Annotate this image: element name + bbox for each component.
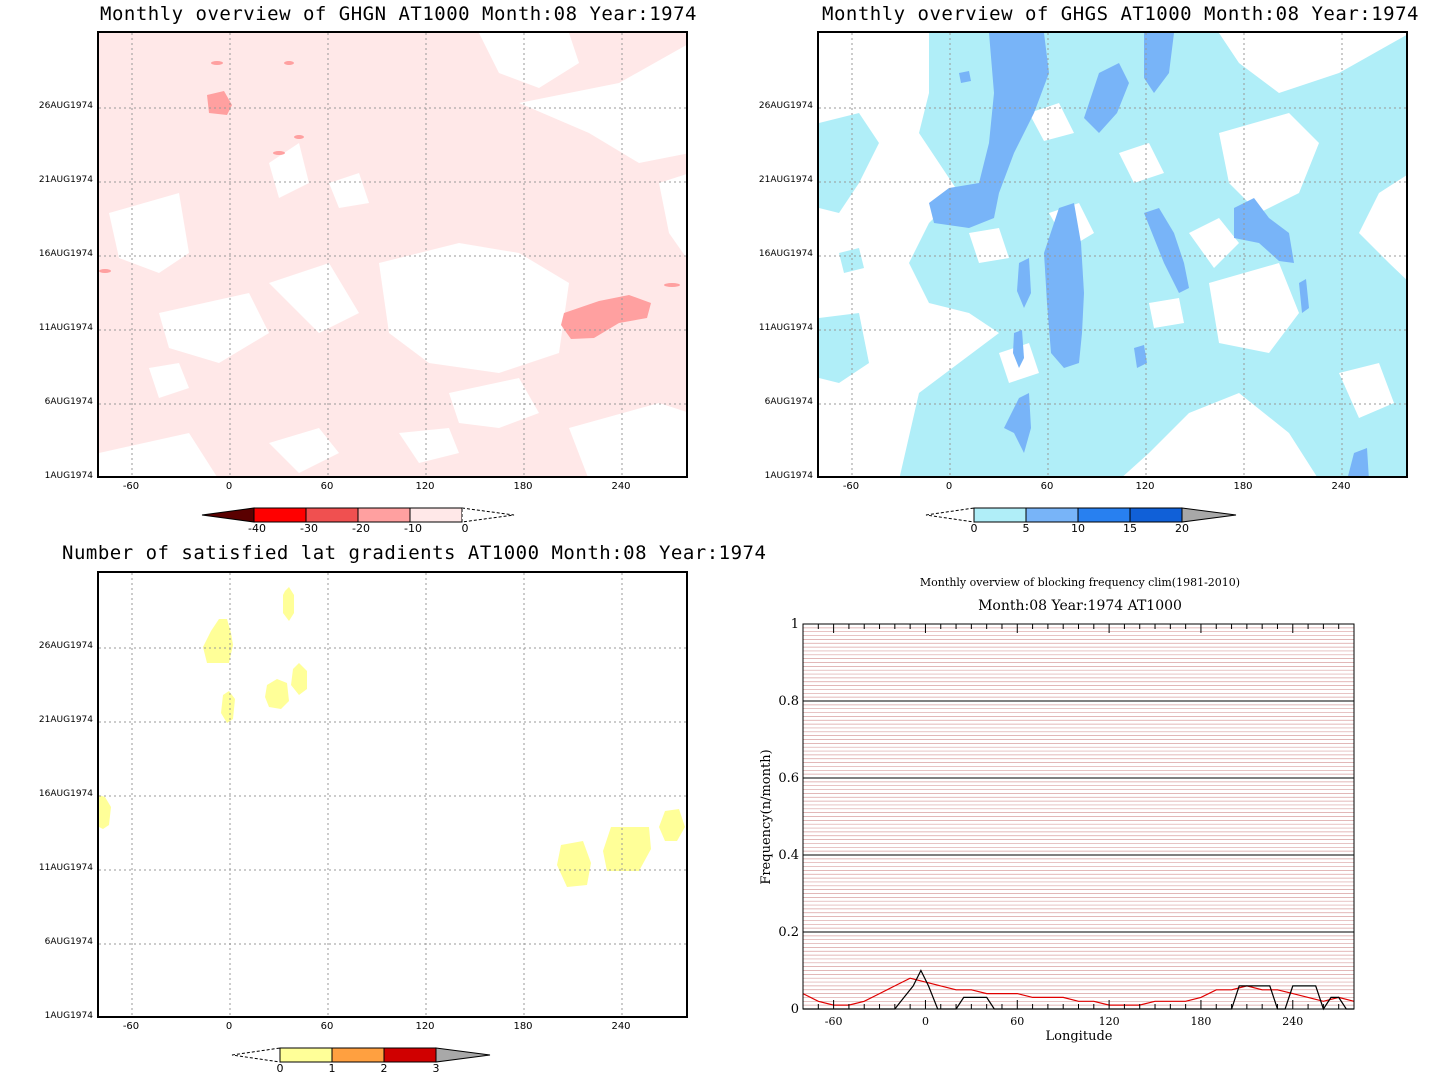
ghgn-colorbar bbox=[201, 507, 515, 523]
y-tick: 21AUG1974 bbox=[758, 175, 813, 185]
x-tick-label: 240 bbox=[1282, 1015, 1303, 1028]
colorbar-label: 0 bbox=[970, 522, 978, 535]
x-tick: -60 bbox=[842, 481, 860, 492]
x-tick-label: 120 bbox=[1099, 1015, 1120, 1028]
x-tick: -60 bbox=[122, 1021, 140, 1032]
x-tick: 180 bbox=[1233, 481, 1253, 492]
blocking-x-labels: -60 0 60 120 180 240 bbox=[825, 1015, 1304, 1028]
gradients-colorbar bbox=[231, 1047, 491, 1063]
blocking-ticks bbox=[802, 624, 1355, 1009]
colorbar-label: -10 bbox=[404, 522, 422, 535]
y-tick-label: 0 bbox=[791, 1002, 799, 1017]
y-tick-label: 0.2 bbox=[778, 925, 799, 940]
y-tick: 16AUG1974 bbox=[758, 249, 813, 259]
x-tick: 0 bbox=[225, 1021, 233, 1032]
colorbar-label: 1 bbox=[328, 1062, 336, 1075]
colorbar-label: -40 bbox=[248, 522, 266, 535]
y-tick: 1AUG1974 bbox=[764, 471, 813, 481]
x-tick: 0 bbox=[225, 481, 233, 492]
climatology-line bbox=[802, 977, 1355, 1006]
y-tick: 26AUG1974 bbox=[38, 101, 93, 111]
x-tick: -60 bbox=[122, 481, 140, 492]
blocking-ylabel: Frequency(n/month) bbox=[759, 749, 774, 884]
gradients-field bbox=[99, 573, 686, 1016]
x-tick: 120 bbox=[415, 1021, 435, 1032]
ghgs-colorbar bbox=[925, 507, 1237, 523]
x-tick: 120 bbox=[415, 481, 435, 492]
y-tick: 11AUG1974 bbox=[758, 323, 813, 333]
blocking-title: Monthly overview of blocking frequency c… bbox=[919, 576, 1241, 589]
colorbar-label: 0 bbox=[461, 522, 469, 535]
y-tick-label: 0.8 bbox=[778, 694, 799, 709]
ghgs-field bbox=[819, 33, 1406, 476]
y-tick: 1AUG1974 bbox=[44, 471, 93, 481]
colorbar-label: 15 bbox=[1123, 522, 1137, 535]
y-tick: 11AUG1974 bbox=[38, 863, 93, 873]
y-tick: 11AUG1974 bbox=[38, 323, 93, 333]
x-tick-label: -60 bbox=[825, 1015, 843, 1028]
y-tick: 16AUG1974 bbox=[38, 249, 93, 259]
blocking-subtitle: Month:08 Year:1974 AT1000 bbox=[978, 598, 1182, 614]
x-tick: 180 bbox=[513, 481, 533, 492]
x-tick-label: 60 bbox=[1010, 1015, 1024, 1028]
ghgn-title: Monthly overview of GHGN AT1000 Month:08… bbox=[100, 3, 697, 25]
x-tick-label: 0 bbox=[922, 1015, 929, 1028]
x-tick: 120 bbox=[1135, 481, 1155, 492]
colorbar-label: 0 bbox=[276, 1062, 284, 1075]
x-tick: 240 bbox=[1331, 481, 1351, 492]
x-tick: 240 bbox=[611, 481, 631, 492]
y-tick-label: 1 bbox=[791, 617, 799, 632]
y-tick: 26AUG1974 bbox=[38, 641, 93, 651]
colorbar-label: -30 bbox=[300, 522, 318, 535]
x-tick: 0 bbox=[945, 481, 953, 492]
colorbar-label: 5 bbox=[1022, 522, 1030, 535]
blocking-chart: 1 0.8 0.6 0.4 0.2 0 -60 0 60 120 180 240 Longitude… bbox=[759, 617, 1355, 1044]
colorbar-label: 3 bbox=[432, 1062, 440, 1075]
colorbar-label: 2 bbox=[380, 1062, 388, 1075]
ghgs-plot bbox=[817, 31, 1408, 478]
blocking-xlabel: Longitude bbox=[1046, 1029, 1113, 1044]
y-tick: 6AUG1974 bbox=[44, 397, 93, 407]
blocking-grid bbox=[803, 627, 1354, 1006]
x-tick: 60 bbox=[320, 1021, 334, 1032]
y-tick: 21AUG1974 bbox=[38, 715, 93, 725]
gradients-plot bbox=[97, 571, 688, 1018]
y-tick: 16AUG1974 bbox=[38, 789, 93, 799]
colorbar-label: 10 bbox=[1071, 522, 1085, 535]
y-tick: 21AUG1974 bbox=[38, 175, 93, 185]
colorbar-label: -20 bbox=[352, 522, 370, 535]
y-tick: 1AUG1974 bbox=[44, 1011, 93, 1021]
x-tick: 180 bbox=[513, 1021, 533, 1032]
x-tick-label: 180 bbox=[1190, 1015, 1211, 1028]
y-tick: 6AUG1974 bbox=[44, 937, 93, 947]
ghgs-title: Monthly overview of GHGS AT1000 Month:08… bbox=[822, 3, 1419, 25]
gradients-title: Number of satisfied lat gradients AT1000… bbox=[62, 542, 767, 564]
x-tick: 60 bbox=[320, 481, 334, 492]
x-tick: 240 bbox=[611, 1021, 631, 1032]
y-tick-label: 0.6 bbox=[778, 771, 799, 786]
y-tick: 6AUG1974 bbox=[764, 397, 813, 407]
y-tick-label: 0.4 bbox=[778, 848, 799, 863]
ghgn-plot bbox=[97, 31, 688, 478]
blocking-y-labels: 1 0.8 0.6 0.4 0.2 0 bbox=[778, 617, 799, 1017]
x-tick: 60 bbox=[1040, 481, 1054, 492]
y-tick: 26AUG1974 bbox=[758, 101, 813, 111]
colorbar-label: 20 bbox=[1175, 522, 1189, 535]
ghgn-field bbox=[99, 33, 686, 476]
